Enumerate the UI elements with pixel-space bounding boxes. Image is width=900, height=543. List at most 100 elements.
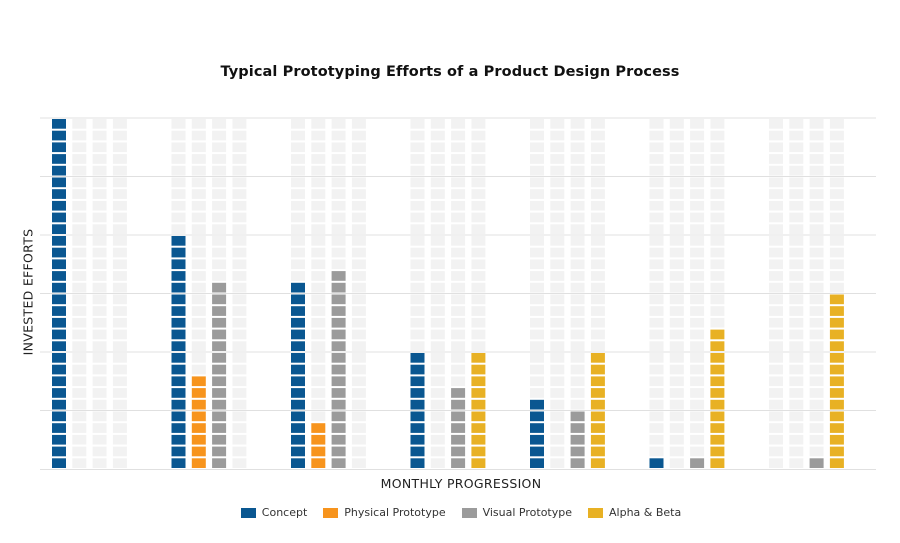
empty-cell bbox=[829, 236, 844, 246]
empty-cell bbox=[430, 142, 445, 153]
empty-cell bbox=[789, 189, 804, 199]
empty-cell bbox=[72, 317, 87, 328]
empty-cell bbox=[570, 282, 585, 293]
empty-cell bbox=[710, 236, 725, 246]
empty-cell bbox=[430, 282, 445, 293]
bar-alpha-beta bbox=[829, 294, 844, 468]
empty-cell bbox=[550, 446, 565, 457]
empty-cell bbox=[690, 247, 705, 258]
empty-cell bbox=[232, 411, 247, 422]
bar-cell bbox=[331, 446, 346, 457]
empty-cell bbox=[570, 142, 585, 153]
empty-cell bbox=[410, 236, 425, 246]
empty-cell bbox=[809, 399, 824, 410]
empty-cell bbox=[471, 236, 486, 246]
empty-cell bbox=[72, 130, 87, 141]
empty-cell bbox=[112, 294, 127, 305]
empty-cell bbox=[710, 189, 725, 199]
empty-cell bbox=[72, 353, 87, 363]
bar-cell bbox=[570, 458, 585, 468]
empty-cell bbox=[311, 259, 326, 270]
empty-cell bbox=[212, 224, 227, 234]
bar-cell bbox=[291, 458, 305, 468]
bar-cell bbox=[710, 434, 725, 445]
empty-cell bbox=[232, 189, 247, 199]
bar-cell bbox=[410, 399, 425, 410]
empty-cell bbox=[570, 154, 585, 164]
empty-cell bbox=[570, 165, 585, 176]
bar-cell bbox=[52, 200, 66, 211]
empty-cell bbox=[92, 446, 107, 457]
bar-cell bbox=[291, 434, 305, 445]
empty-cell bbox=[451, 341, 466, 351]
bar-cell bbox=[331, 317, 346, 328]
bar-cell bbox=[331, 411, 346, 422]
bar-cell bbox=[590, 411, 605, 422]
empty-cell bbox=[789, 177, 804, 188]
empty-cell bbox=[72, 458, 87, 468]
empty-cell bbox=[191, 341, 206, 351]
empty-cell bbox=[351, 364, 366, 375]
empty-cell bbox=[570, 212, 585, 223]
empty-cell bbox=[351, 317, 366, 328]
empty-cell bbox=[430, 376, 445, 387]
bar-cell bbox=[191, 411, 206, 422]
bar-visual-prototype bbox=[570, 411, 585, 468]
empty-cell bbox=[291, 189, 305, 199]
empty-cell bbox=[212, 212, 227, 223]
empty-cell bbox=[430, 446, 445, 457]
empty-cell bbox=[590, 189, 605, 199]
empty-cell bbox=[430, 341, 445, 351]
empty-cell bbox=[530, 341, 544, 351]
empty-cell bbox=[331, 224, 346, 234]
empty-cell bbox=[351, 259, 366, 270]
empty-cell bbox=[430, 423, 445, 433]
empty-cell bbox=[72, 224, 87, 234]
bar-cell bbox=[171, 458, 186, 468]
empty-cell bbox=[769, 423, 783, 433]
bar-cell bbox=[410, 376, 425, 387]
empty-cell bbox=[690, 353, 705, 363]
empty-cell bbox=[769, 224, 783, 234]
empty-cell bbox=[789, 154, 804, 164]
bar-cell bbox=[171, 236, 186, 246]
bar-cell bbox=[471, 399, 486, 410]
bar-cell bbox=[471, 446, 486, 457]
empty-cell bbox=[530, 142, 544, 153]
empty-cell bbox=[769, 119, 783, 129]
bar-cell bbox=[171, 259, 186, 270]
empty-cell bbox=[809, 411, 824, 422]
empty-cell bbox=[430, 329, 445, 340]
empty-cell bbox=[451, 165, 466, 176]
empty-cell bbox=[72, 306, 87, 316]
bar-cell bbox=[410, 458, 425, 468]
bar-cell bbox=[471, 388, 486, 398]
bar-cell bbox=[171, 376, 186, 387]
empty-cell bbox=[410, 259, 425, 270]
empty-cell bbox=[451, 282, 466, 293]
empty-cell bbox=[669, 177, 684, 188]
empty-cell bbox=[530, 306, 544, 316]
empty-cell bbox=[530, 212, 544, 223]
empty-cell bbox=[430, 271, 445, 281]
bar-cell bbox=[291, 294, 305, 305]
empty-cell bbox=[649, 423, 664, 433]
bar-cell bbox=[710, 353, 725, 363]
empty-cell bbox=[92, 189, 107, 199]
empty-cell bbox=[789, 165, 804, 176]
bar-cell bbox=[171, 446, 186, 457]
empty-cell bbox=[789, 247, 804, 258]
bar-cell bbox=[52, 423, 66, 433]
bar-cell bbox=[52, 353, 66, 363]
empty-cell bbox=[590, 294, 605, 305]
empty-cell bbox=[649, 154, 664, 164]
empty-cell bbox=[171, 212, 186, 223]
empty-cell bbox=[331, 212, 346, 223]
empty-cell bbox=[769, 271, 783, 281]
empty-cell bbox=[809, 177, 824, 188]
bar-cell bbox=[590, 388, 605, 398]
empty-cell bbox=[410, 119, 425, 129]
empty-cell bbox=[669, 411, 684, 422]
empty-cell bbox=[212, 154, 227, 164]
empty-cell bbox=[809, 200, 824, 211]
